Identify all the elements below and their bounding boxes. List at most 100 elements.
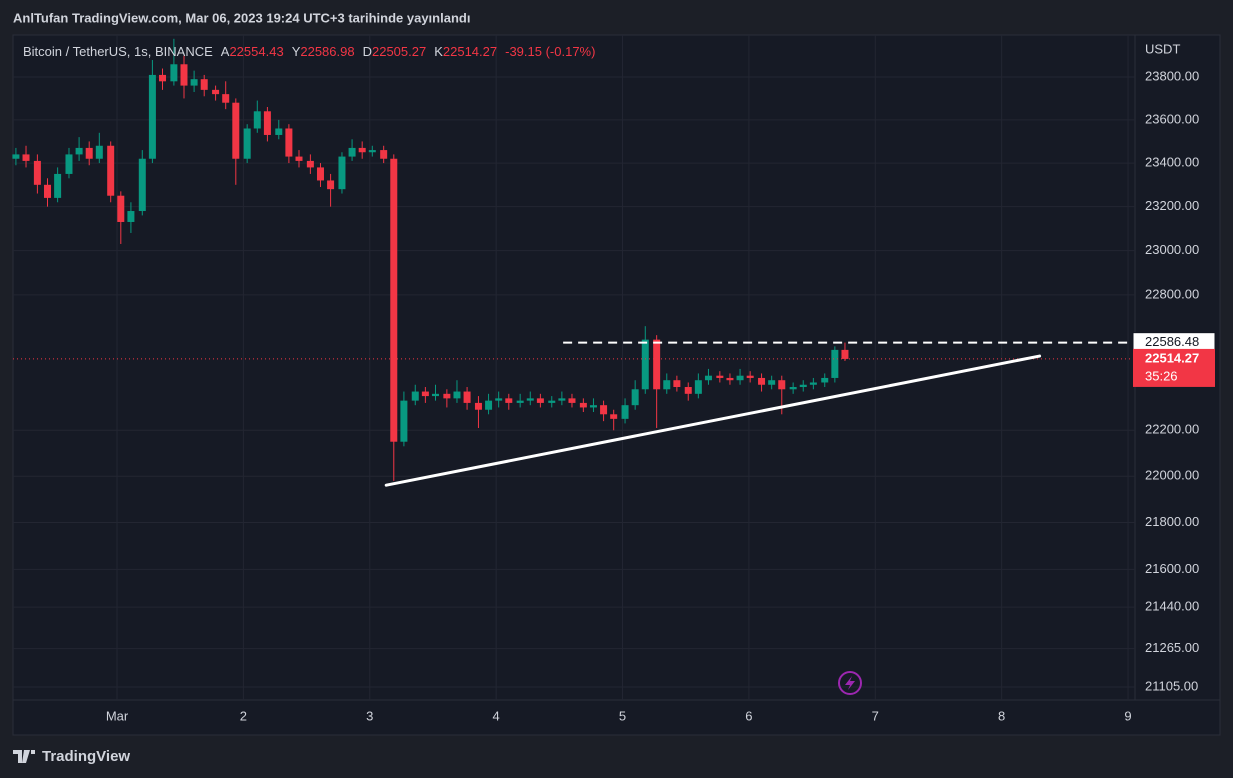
candle-body [505, 398, 513, 403]
y-tick-label: 22000.00 [1145, 468, 1199, 483]
candle-body [736, 375, 744, 381]
candle-body [841, 349, 849, 359]
candle-body [726, 377, 734, 381]
candle-body [799, 384, 807, 388]
trend-line [384, 354, 1042, 487]
brand-logo [13, 750, 35, 763]
current-price-box [1133, 348, 1215, 387]
candle-body [65, 154, 73, 174]
candle-body [621, 405, 629, 419]
candle-body [453, 391, 461, 399]
x-tick-label: 5 [619, 708, 626, 723]
y-tick-label: 23200.00 [1145, 198, 1199, 213]
candle-body [200, 79, 208, 90]
candle-body [526, 398, 534, 401]
overlay [13, 341, 1135, 487]
x-tick-label: 3 [366, 708, 373, 723]
candle-body [117, 195, 125, 222]
y-tick-label: 21265.00 [1145, 640, 1199, 655]
candle-body [758, 377, 766, 385]
candle-body [548, 400, 556, 403]
candle-body [789, 387, 797, 390]
x-tick-label: 6 [745, 708, 752, 723]
candle-body [232, 102, 240, 159]
candle-body [180, 64, 188, 86]
candle-body [704, 375, 712, 381]
candle-body [295, 156, 303, 161]
candle-body [684, 387, 692, 394]
lightning-icon [838, 671, 862, 695]
ohlc-value: 22554.43 [229, 44, 283, 59]
x-tick-label: 4 [493, 708, 500, 723]
legend: Bitcoin / TetherUS, 1s, BINANCE A22554.43… [23, 44, 595, 59]
candle-body [663, 380, 671, 390]
candle-body [610, 414, 618, 419]
grid [13, 35, 1135, 700]
y-tick-label: 21800.00 [1145, 514, 1199, 529]
candle-body [400, 400, 408, 442]
candle-body [673, 380, 681, 388]
candle-body [327, 180, 335, 190]
candle-body [243, 128, 251, 159]
candle-body [348, 147, 356, 157]
ohlc-label: K [434, 44, 443, 59]
candle-body [495, 398, 503, 401]
candle-body [12, 154, 20, 159]
current-price-label: 22514.27 [1145, 350, 1199, 365]
candle-body [95, 145, 103, 159]
candle-body [536, 398, 544, 403]
x-tick-label: 9 [1124, 708, 1131, 723]
candle-body [54, 173, 62, 198]
y-tick-label: 22200.00 [1145, 422, 1199, 437]
y-tick-label: 23000.00 [1145, 242, 1199, 257]
y-tick-label: 23600.00 [1145, 111, 1199, 126]
publisher: AnlTufan TradingView.com, Mar 06, 2023 1… [13, 10, 470, 25]
candle-body [641, 339, 649, 390]
candle-body [222, 94, 230, 103]
candle-body [516, 400, 524, 403]
candle-body [485, 400, 493, 410]
candle-body [316, 167, 324, 181]
candle-body [631, 389, 639, 406]
candle-body [368, 150, 376, 153]
candle-body [831, 349, 839, 378]
candle-body [746, 375, 754, 378]
candle-body [443, 393, 451, 399]
candle-body [22, 154, 30, 161]
countdown: 35:26 [1145, 368, 1178, 383]
candle-body [75, 147, 83, 155]
x-tick-label: 2 [240, 708, 247, 723]
ohlc-value: 22505.27 [372, 44, 426, 59]
candle-body [107, 145, 115, 196]
symbol: Bitcoin / TetherUS, 1s, BINANCE [23, 44, 213, 59]
x-tick-label: Mar [106, 708, 129, 723]
ohlc-value: 22586.98 [300, 44, 354, 59]
candle-body [411, 391, 419, 401]
x-tick-label: 7 [872, 708, 879, 723]
candle-body [159, 74, 167, 82]
y-tick-label: 22800.00 [1145, 286, 1199, 301]
ohlc-label: Y [292, 44, 301, 59]
candle-body [568, 398, 576, 403]
candle-body [589, 405, 597, 408]
candle-body [138, 158, 146, 212]
candle-body [44, 184, 52, 198]
candle-body [809, 382, 817, 385]
ohlc-label: A [221, 44, 230, 59]
candle-body [275, 128, 283, 135]
brand: TradingView [42, 748, 130, 765]
y-tick-label: 23800.00 [1145, 68, 1199, 83]
candle-body [212, 89, 220, 95]
candle-body [85, 147, 93, 159]
candle-body [421, 391, 429, 397]
candle-body [600, 405, 608, 415]
candle-body [653, 339, 661, 390]
candle-body [127, 211, 135, 222]
ohlc-label: D [363, 44, 372, 59]
y-tick-label: 21440.00 [1145, 599, 1199, 614]
candle-body [190, 79, 198, 86]
change: -39.15 (-0.17%) [505, 44, 595, 59]
candle-body [285, 128, 293, 157]
candle-body [390, 158, 398, 442]
ohlc-value: 22514.27 [443, 44, 497, 59]
